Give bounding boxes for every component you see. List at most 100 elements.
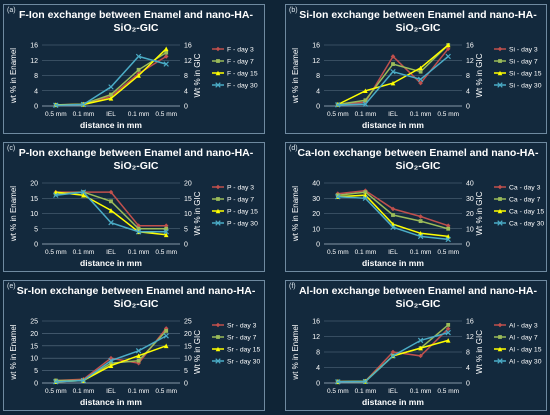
data-point (418, 65, 423, 71)
legend-label: Si - day 30 (509, 83, 542, 90)
data-point (445, 326, 451, 332)
x-tick-label: 0.1 mm (73, 111, 95, 118)
y2-tick-label: 15 (184, 343, 192, 350)
legend-label: F - day 3 (227, 47, 254, 54)
data-point (390, 353, 396, 359)
data-point (163, 54, 169, 59)
y-tick-label: 30 (312, 196, 320, 203)
x-axis-label: distance in mm (362, 258, 424, 268)
x-tick-label: IEL (106, 249, 116, 256)
x-tick-label: 0.5 mm (327, 111, 349, 118)
data-point (163, 343, 169, 349)
chart-svg: 0 0 5 5 10 10 15 15 20 20 0.5 mm 0.1 mm IEL 0.1 mm 0.5… (9, 181, 258, 269)
legend-label: Sr - day 30 (227, 359, 260, 366)
y2-tick-label: 4 (466, 88, 470, 95)
x-tick-label: 0.1 mm (355, 111, 377, 118)
x-axis-label: distance in mm (80, 258, 142, 268)
data-point (215, 82, 221, 88)
chart-title: Ca-Ion exchange between Enamel and nano-… (297, 147, 539, 172)
y2-tick-label: 16 (466, 43, 474, 50)
y2-tick-label: 20 (466, 211, 474, 218)
data-point (164, 50, 169, 55)
data-point (390, 80, 396, 86)
legend-label: Si - day 15 (509, 71, 542, 78)
data-point (497, 220, 503, 226)
series-line (55, 330, 167, 382)
data-point (418, 69, 423, 74)
legend-label: Al - day 3 (509, 323, 538, 330)
data-point (335, 102, 341, 108)
y-tick-label: 10 (312, 226, 320, 233)
y-tick-label: 8 (316, 73, 320, 80)
data-point (363, 190, 368, 195)
data-point (445, 329, 451, 336)
data-point (391, 213, 395, 217)
y-tick-label: 0 (316, 242, 320, 249)
data-point (335, 379, 341, 385)
x-tick-label: 0.1 mm (410, 111, 432, 118)
data-point (163, 232, 169, 238)
legend-label: Si - day 3 (509, 47, 538, 54)
data-point (390, 54, 396, 59)
x-tick-label: 0.1 mm (128, 111, 150, 118)
chart-svg: 0 0 4 4 8 8 12 12 16 16 0.5 mm 0.1 mm IEL 0.1 mm 0.5 m… (291, 319, 542, 408)
data-point (53, 192, 59, 198)
y2-tick-label: 15 (184, 196, 192, 203)
data-point (109, 199, 113, 204)
y-tick-label: 15 (30, 343, 38, 350)
y2-tick-label: 0 (184, 104, 188, 111)
y-tick-label: 20 (30, 181, 38, 188)
legend-label: Ca - day 7 (509, 197, 541, 204)
chart-title: Al-Ion exchange between Enamel and nano-… (298, 285, 538, 310)
x-tick-label: 0.1 mm (410, 388, 432, 395)
data-point (80, 377, 87, 384)
data-point (497, 82, 503, 88)
legend-label: Sr - day 7 (227, 335, 257, 342)
data-point (497, 346, 503, 352)
series-line (337, 339, 449, 383)
chart-svg: 0 0 5 5 10 10 15 15 20 20 25 25 0.5 mm 0.1 mm IEL 0.1 m… (9, 319, 260, 408)
data-point (215, 70, 221, 76)
y-axis-label: wt % in Enamel (291, 324, 300, 380)
data-point (109, 361, 113, 366)
series-line (337, 195, 449, 241)
y2-tick-label: 5 (184, 368, 188, 375)
chart-title: P-Ion exchange between Enamel and nano-H… (18, 147, 254, 172)
legend-label: Ca - day 3 (509, 185, 541, 192)
x-tick-label: 0.1 mm (128, 249, 150, 256)
x-tick-label: 0.1 mm (355, 388, 377, 395)
chart-panel-f: (f) Al-Ion exchange between Enamel and n… (285, 280, 547, 411)
data-point (81, 192, 86, 198)
y2-tick-label: 10 (466, 226, 474, 233)
legend-label: Ca - day 30 (509, 221, 544, 228)
data-point (108, 219, 114, 226)
data-point (108, 363, 114, 368)
y2-tick-label: 0 (184, 381, 188, 388)
data-point (362, 195, 369, 201)
data-point (108, 84, 114, 90)
data-point (163, 61, 169, 67)
x-tick-label: 0.5 mm (155, 249, 177, 256)
data-point (497, 70, 503, 76)
panel-letter: (c) (7, 145, 16, 152)
legend-label: Al - day 7 (509, 335, 538, 342)
y2-tick-label: 10 (184, 211, 192, 218)
data-point (335, 194, 341, 200)
data-point (445, 53, 451, 60)
data-point (215, 322, 221, 328)
data-point (135, 229, 142, 235)
data-point (164, 226, 169, 231)
x-tick-label: 0.5 mm (437, 111, 459, 118)
x-tick-label: 0.1 mm (410, 249, 432, 256)
data-point (215, 346, 221, 352)
data-point (215, 208, 221, 214)
data-point (445, 223, 451, 228)
y-tick-label: 10 (30, 211, 38, 218)
data-point (390, 349, 396, 355)
y2-tick-label: 12 (466, 334, 474, 341)
data-point (498, 59, 502, 63)
y-axis-label: wt % in Enamel (9, 48, 18, 104)
y-tick-label: 16 (312, 319, 320, 326)
y2-tick-label: 8 (466, 73, 470, 80)
legend-label: P - day 3 (227, 185, 254, 192)
